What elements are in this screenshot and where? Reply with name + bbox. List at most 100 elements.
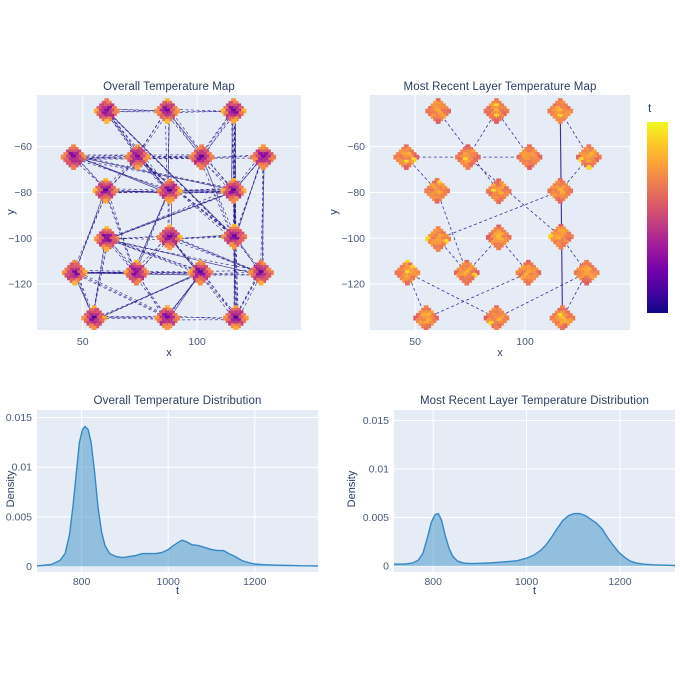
temperature-node[interactable]: [220, 98, 247, 124]
node-cell: [164, 326, 170, 330]
node-cell: [169, 227, 175, 232]
temperature-node[interactable]: [188, 144, 215, 170]
node-cell: [496, 318, 502, 324]
temperature-node[interactable]: [424, 178, 450, 204]
node-cell: [555, 226, 561, 232]
node-cell: [397, 267, 402, 273]
node-cell: [496, 194, 502, 199]
temperature-node[interactable]: [81, 305, 107, 331]
node-cell: [549, 315, 555, 321]
edge-line: [71, 158, 236, 190]
node-cell: [198, 259, 203, 265]
recent_dist-density-area[interactable]: [394, 513, 675, 566]
temperature-node[interactable]: [93, 98, 120, 124]
node-cell: [156, 234, 162, 240]
temperature-node[interactable]: [61, 259, 88, 286]
node-cell: [164, 191, 170, 197]
temperature-node[interactable]: [221, 223, 248, 250]
temperature-node[interactable]: [187, 259, 214, 286]
recent_map-plot-area[interactable]: [370, 95, 630, 330]
temperature-node[interactable]: [425, 98, 451, 124]
temperature-node[interactable]: [573, 259, 600, 286]
temperature-node[interactable]: [483, 98, 510, 124]
node-cell: [413, 315, 419, 321]
node-cell: [72, 259, 78, 265]
node-cell: [421, 313, 426, 318]
node-cell: [499, 108, 505, 114]
node-cell: [172, 183, 178, 189]
temperature-node[interactable]: [547, 98, 574, 124]
node-cell: [228, 180, 234, 186]
temperature-node[interactable]: [548, 223, 574, 250]
node-cell: [553, 239, 559, 245]
node-cell: [563, 229, 569, 234]
node-cell: [258, 280, 264, 286]
node-cell: [402, 267, 408, 273]
temperature-node[interactable]: [413, 305, 439, 331]
temperature-node[interactable]: [154, 305, 181, 331]
node-cell: [261, 267, 266, 273]
edge-line: [133, 190, 170, 271]
temperature-node[interactable]: [220, 178, 247, 204]
temperature-node[interactable]: [515, 259, 542, 286]
node-cell: [91, 310, 97, 316]
node-cell: [260, 144, 266, 150]
node-cell: [164, 320, 170, 326]
node-cell: [223, 185, 229, 191]
temperature-node[interactable]: [547, 178, 574, 204]
node-cell: [83, 318, 89, 324]
node-cell: [560, 310, 565, 316]
temperature-node[interactable]: [485, 178, 512, 205]
node-cell: [233, 191, 239, 196]
node-cell: [195, 262, 201, 268]
recent_dist-density-line: [394, 512, 675, 567]
node-cell: [100, 191, 106, 196]
temperature-node[interactable]: [156, 224, 183, 251]
node-cell: [435, 119, 441, 124]
temperature-node[interactable]: [576, 144, 602, 170]
node-cell: [461, 267, 467, 273]
temperature-node[interactable]: [425, 226, 451, 252]
temperature-node[interactable]: [485, 224, 512, 251]
node-cell: [236, 108, 242, 114]
node-cell: [460, 159, 466, 165]
node-cell: [462, 157, 468, 163]
temperature-node[interactable]: [60, 144, 87, 170]
node-cell: [260, 154, 266, 160]
node-cell: [402, 278, 408, 283]
temperature-node[interactable]: [223, 305, 249, 331]
node-cell: [200, 262, 206, 268]
temperature-node[interactable]: [483, 305, 510, 331]
node-cell: [398, 149, 404, 155]
temperature-node[interactable]: [123, 259, 150, 286]
node-cell: [531, 265, 536, 270]
node-cell: [432, 185, 437, 191]
edge-line: [74, 271, 203, 274]
temperature-node[interactable]: [154, 98, 181, 124]
node-cell: [142, 152, 148, 157]
edge-line: [199, 273, 235, 321]
temperature-node[interactable]: [455, 144, 481, 170]
node-cell: [78, 157, 84, 163]
temperature-node[interactable]: [394, 259, 421, 286]
temperature-node[interactable]: [516, 144, 543, 170]
temperature-node[interactable]: [393, 144, 420, 170]
overall_dist-density-area[interactable]: [37, 426, 318, 567]
temperature-node[interactable]: [453, 259, 480, 286]
edge-line: [104, 190, 135, 275]
node-cell: [462, 152, 468, 157]
temperature-node[interactable]: [248, 259, 274, 286]
temperature-node[interactable]: [156, 178, 183, 205]
node-cell: [253, 157, 258, 163]
temperature-node[interactable]: [92, 178, 119, 204]
temperature-node[interactable]: [549, 305, 576, 331]
temperature-node[interactable]: [250, 144, 277, 170]
node-cell: [496, 183, 502, 189]
node-cell: [401, 146, 407, 152]
temperature-node[interactable]: [93, 226, 120, 252]
node-cell: [126, 272, 132, 278]
node-cell: [428, 315, 434, 321]
edge-line: [135, 158, 237, 237]
temperature-node[interactable]: [124, 144, 151, 170]
